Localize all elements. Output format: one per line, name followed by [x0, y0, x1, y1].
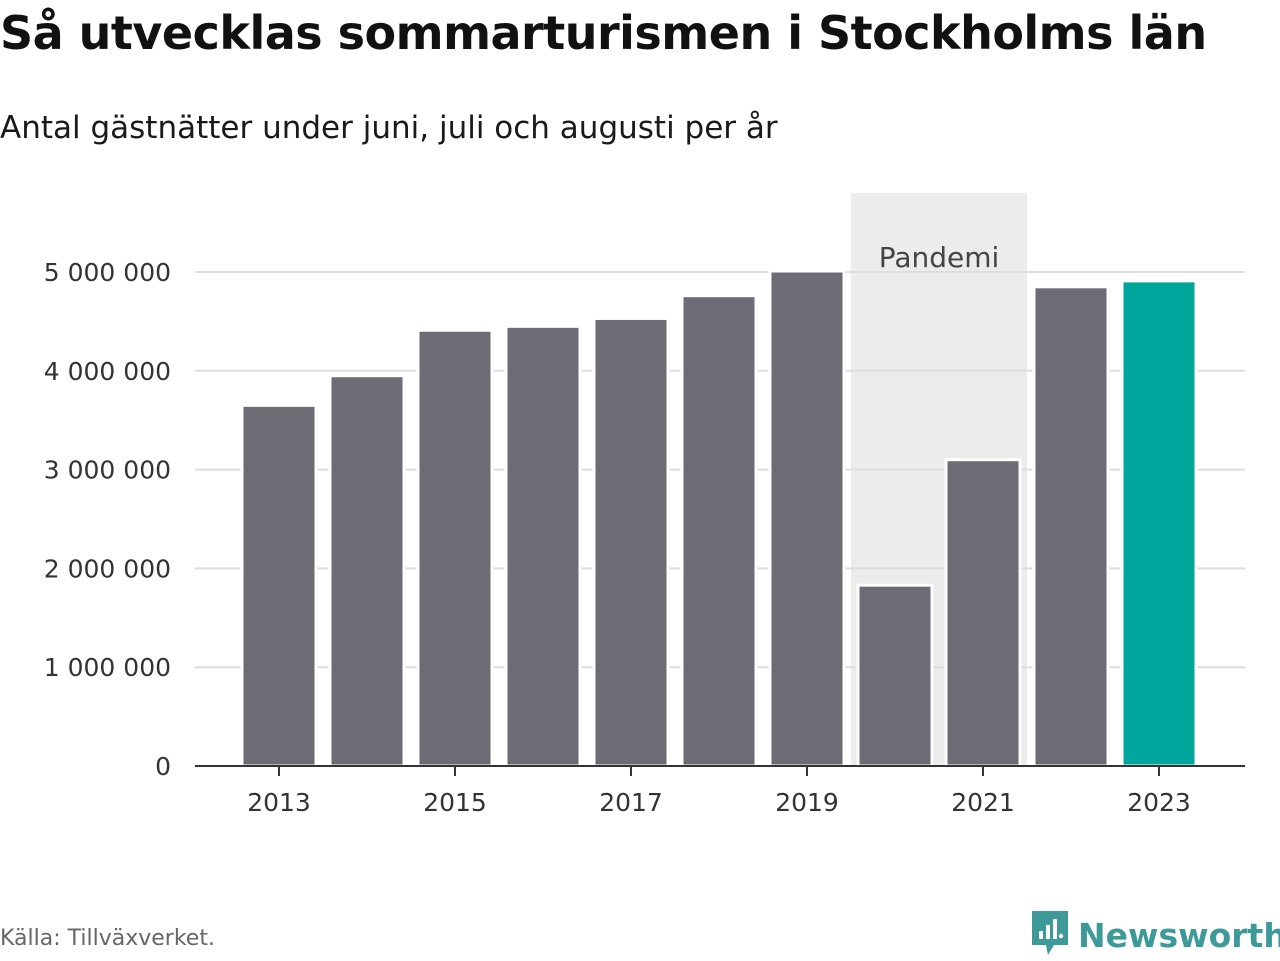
bar-2015: [416, 328, 494, 768]
axes: [195, 765, 1245, 776]
bar-chart: Pandemi 0 1 000 000 2 000 000 3 000 000 4 00…: [44, 193, 1245, 817]
bar-2022: [1032, 285, 1110, 768]
y-tick-label: 4 000 000: [44, 357, 171, 386]
bar-2018: [680, 294, 758, 768]
chart-subtitle: Antal gästnätter under juni, juli och au…: [0, 110, 778, 146]
pandemic-label: Pandemi: [879, 241, 1000, 274]
chart-title: Så utvecklas sommarturismen i Stockholms…: [0, 6, 1207, 60]
x-tick-label: 2015: [423, 788, 487, 817]
y-tick-label: 0: [155, 752, 171, 781]
bars: [240, 269, 1198, 768]
bar-2013: [240, 403, 318, 768]
x-tick-label: 2013: [247, 788, 311, 817]
bar-2021: [944, 458, 1022, 768]
brand-name: Newsworthy: [1078, 915, 1280, 955]
bar-2017: [592, 316, 670, 768]
bar-2014: [328, 374, 406, 768]
y-tick-label: 5 000 000: [44, 258, 171, 287]
x-tick-label: 2023: [1127, 788, 1191, 817]
x-tick-label: 2021: [951, 788, 1015, 817]
x-tick-label: 2017: [599, 788, 663, 817]
bar-2019: [768, 269, 846, 768]
x-tick-label: 2019: [775, 788, 839, 817]
tick-labels: 0 1 000 000 2 000 000 3 000 000 4 000 000 5 0…: [44, 258, 1191, 817]
bar-2023: [1120, 279, 1198, 768]
brand-logo: Newsworthy: [1030, 910, 1280, 960]
source-note: Källa: Tillväxverket.: [0, 926, 215, 951]
y-tick-label: 1 000 000: [44, 653, 171, 682]
newsworthy-logo-icon: [1030, 909, 1070, 961]
y-tick-label: 3 000 000: [44, 456, 171, 485]
bar-2016: [504, 324, 582, 768]
bar-2020: [856, 583, 934, 768]
y-tick-label: 2 000 000: [44, 554, 171, 583]
